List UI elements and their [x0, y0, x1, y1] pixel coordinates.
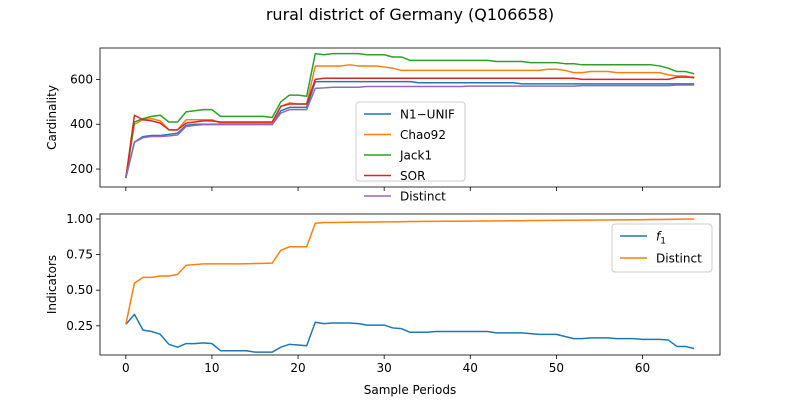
y-axis-label-1: Cardinality [45, 85, 59, 150]
legend-box-1 [355, 101, 466, 182]
series-line-1-2 [125, 64, 695, 179]
legend-label-2-2: Distinct [656, 252, 702, 266]
legend-label-2-1: f1 [656, 230, 666, 247]
legend-label-main-2-1: f [656, 230, 662, 244]
series-line-2-2 [125, 218, 695, 325]
x-tick-label-2-0: 0 [122, 361, 130, 375]
series-line-1-5 [125, 84, 695, 179]
figure-title: rural district of Germany (Q106658) [266, 5, 554, 24]
x-tick-label-2-10: 10 [204, 361, 219, 375]
legend-label-sub-2-1: 1 [660, 237, 666, 247]
legend-label-1-2: Chao92 [400, 128, 446, 142]
x-tick-label-2-30: 30 [377, 361, 392, 375]
legend-label-1-3: Jack1 [399, 149, 432, 163]
legend-1: N1−UNIF Chao92 Jack1 SOR Distinct [355, 101, 466, 204]
series-line-1-3 [125, 52, 695, 179]
x-tick-label-2-20: 20 [290, 361, 305, 375]
legend-label-1-5: Distinct [400, 190, 446, 204]
y-tick-label-2-0: 0.25 [66, 319, 93, 333]
y-tick-label-2-1: 0.50 [66, 283, 93, 297]
legend-label-1-4: SOR [400, 169, 425, 183]
series-line-2-1 [125, 313, 695, 353]
y-tick-label-1-1: 400 [70, 117, 93, 131]
y-tick-label-1-2: 600 [70, 72, 93, 86]
y-tick-label-2-2: 0.75 [66, 248, 93, 262]
y-tick-label-2-3: 1.00 [66, 212, 93, 226]
y-axis-label-2: Indicators [45, 255, 59, 314]
series-line-1-4 [125, 76, 695, 179]
x-tick-label-2-50: 50 [549, 361, 564, 375]
axes-frame-2 [99, 213, 721, 356]
legend-label-1-1: N1−UNIF [400, 108, 455, 122]
y-tick-label-1-0: 200 [70, 162, 93, 176]
x-tick-label-2-40: 40 [463, 361, 478, 375]
axes-frame-1 [99, 47, 721, 188]
x-axis-label-2: Sample Periods [364, 383, 456, 397]
x-tick-label-2-60: 60 [635, 361, 650, 375]
legend-2: f1 Distinct [611, 223, 713, 273]
panel-1: 200 400 600 Cardinality N1−UNIF Chao92 Jack1 SO… [45, 47, 721, 204]
panel-2: 0 10 20 30 40 50 60 0.25 0.50 0.75 1.00 Indicators S… [45, 212, 721, 397]
